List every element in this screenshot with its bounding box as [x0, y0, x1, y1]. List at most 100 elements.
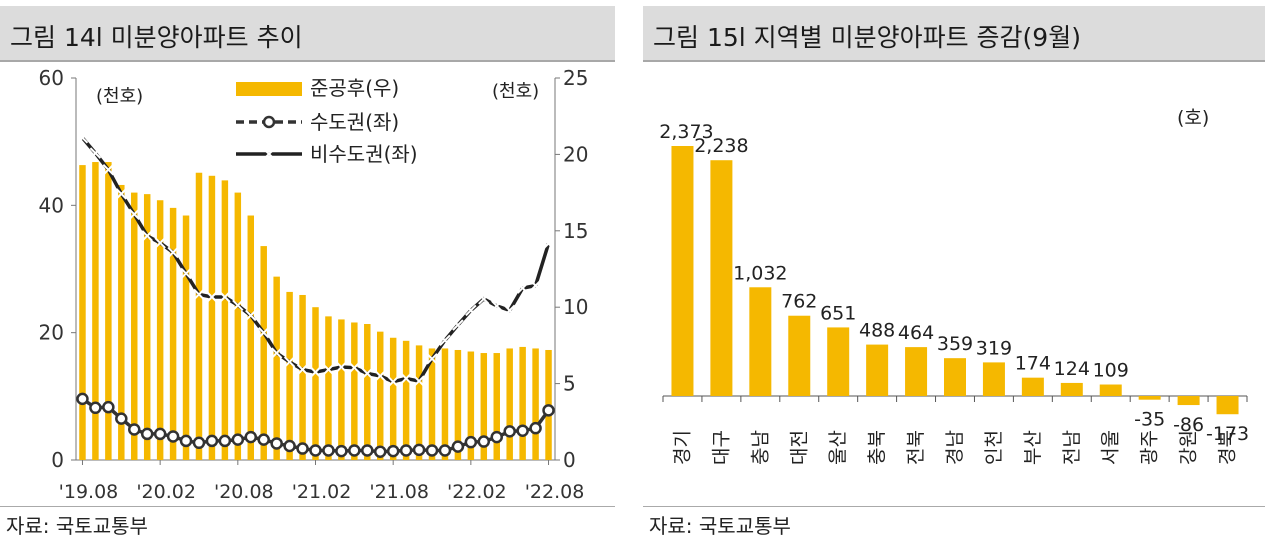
x-marker-stroke: [167, 246, 179, 259]
category-label: 인천: [983, 430, 1005, 465]
chart-panel-regional-change: 그림 15l 지역별 미분양아파트 증감(9월) 2,373 경기 2,238 대구 1…: [643, 0, 1265, 542]
x-marker-stroke: [516, 282, 529, 294]
x-marker-stroke: [206, 291, 218, 303]
data-label: -173: [1206, 423, 1249, 445]
x-marker-stroke: [258, 326, 270, 339]
data-point: [76, 132, 89, 144]
data-point: [89, 147, 102, 159]
divider: [643, 506, 1265, 507]
data-point: [180, 267, 192, 280]
right-tick-label: 10: [563, 295, 588, 319]
bar: [428, 348, 436, 460]
data-label: 174: [1015, 353, 1051, 375]
left-tick-label: 60: [39, 66, 64, 90]
x-tick-label: '22.02: [447, 481, 507, 503]
bar-chart: 2,373 경기 2,238 대구 1,032 충남 762 대전 651 울산 488 충북 464 전…: [659, 107, 1249, 465]
bar: [338, 319, 345, 460]
data-point: [374, 370, 386, 382]
x-marker-stroke: [76, 132, 89, 144]
x-marker-stroke: [193, 288, 205, 301]
x-marker-stroke: [491, 300, 503, 312]
left-tick-label: 40: [39, 193, 64, 217]
data-point: [439, 334, 451, 347]
x-tick-label: '20.02: [136, 481, 196, 503]
bar: [118, 184, 125, 460]
data-point: [516, 282, 529, 294]
data-point: [451, 440, 465, 453]
bar: [312, 307, 319, 460]
unit-label: (호): [1177, 107, 1209, 129]
bar: [260, 246, 267, 460]
data-label: 109: [1093, 360, 1129, 382]
x-marker-stroke: [478, 293, 490, 305]
data-point: [218, 434, 232, 448]
data-point: [244, 430, 258, 444]
data-point: [542, 237, 555, 250]
bar: [480, 353, 488, 460]
x-marker-stroke: [245, 309, 257, 322]
x-marker-stroke: [529, 279, 542, 292]
category-label: 경남: [944, 430, 966, 465]
category-label: 충남: [749, 430, 771, 465]
data-point: [503, 425, 516, 438]
bar: [1060, 382, 1083, 396]
category-label: 충북: [866, 430, 888, 465]
x-tick-label: '21.08: [369, 481, 429, 503]
data-label: 2,238: [694, 135, 748, 157]
data-point: [89, 401, 102, 415]
x-marker-stroke: [115, 188, 128, 200]
legend-label: 비수도권(좌): [310, 142, 418, 166]
data-label: -86: [1173, 414, 1204, 436]
bar: [182, 215, 190, 460]
x-marker-stroke: [322, 363, 335, 376]
category-label: 대구: [710, 430, 732, 465]
bar: [79, 165, 86, 460]
data-point: [413, 375, 425, 387]
data-point: [542, 404, 555, 417]
x-marker-stroke: [180, 267, 192, 280]
x-marker-stroke: [542, 237, 555, 250]
data-point: [477, 435, 491, 448]
bar: [286, 291, 293, 460]
x-marker-stroke: [361, 367, 373, 380]
title-bar: 그림 14l 미분양아파트 추이: [0, 6, 615, 62]
bar: [944, 358, 966, 396]
data-label: 762: [781, 291, 817, 313]
bar: [532, 348, 539, 460]
legend-swatch-bar: [236, 82, 302, 96]
category-label: 경기: [671, 430, 693, 465]
x-tick-label: '21.02: [292, 481, 352, 503]
data-point: [193, 288, 205, 301]
bar: [351, 322, 358, 460]
data-point: [258, 326, 270, 339]
x-marker-stroke: [283, 356, 296, 368]
bar: [325, 316, 332, 460]
data-point: [128, 423, 141, 436]
category-label: 경북: [1217, 430, 1239, 465]
data-point: [179, 434, 193, 448]
chart-panel-unsold-trend: 그림 14l 미분양아파트 추이 0 20 40 60 0 5 10 15 20 25 '19.08…: [0, 0, 615, 542]
data-point: [465, 304, 477, 317]
bar: [1021, 377, 1044, 396]
x-marker-stroke: [219, 291, 231, 303]
data-point: [128, 208, 140, 220]
x-marker-stroke: [335, 361, 348, 373]
legend-marker: [262, 115, 276, 129]
data-point: [154, 237, 166, 249]
data-point: [296, 363, 309, 376]
data-point: [232, 299, 244, 311]
data-point: [166, 430, 180, 443]
bar: [376, 331, 384, 460]
data-point: [387, 375, 399, 388]
bar: [105, 162, 112, 460]
bar: [1138, 396, 1161, 400]
x-marker-stroke: [232, 299, 244, 311]
right-tick-label: 5: [563, 372, 576, 396]
data-point: [231, 433, 245, 446]
bar: [208, 175, 216, 460]
data-point: [270, 437, 283, 450]
x-marker-stroke: [400, 372, 412, 385]
data-point: [102, 400, 115, 414]
data-point: [399, 444, 413, 457]
data-point: [400, 372, 412, 385]
